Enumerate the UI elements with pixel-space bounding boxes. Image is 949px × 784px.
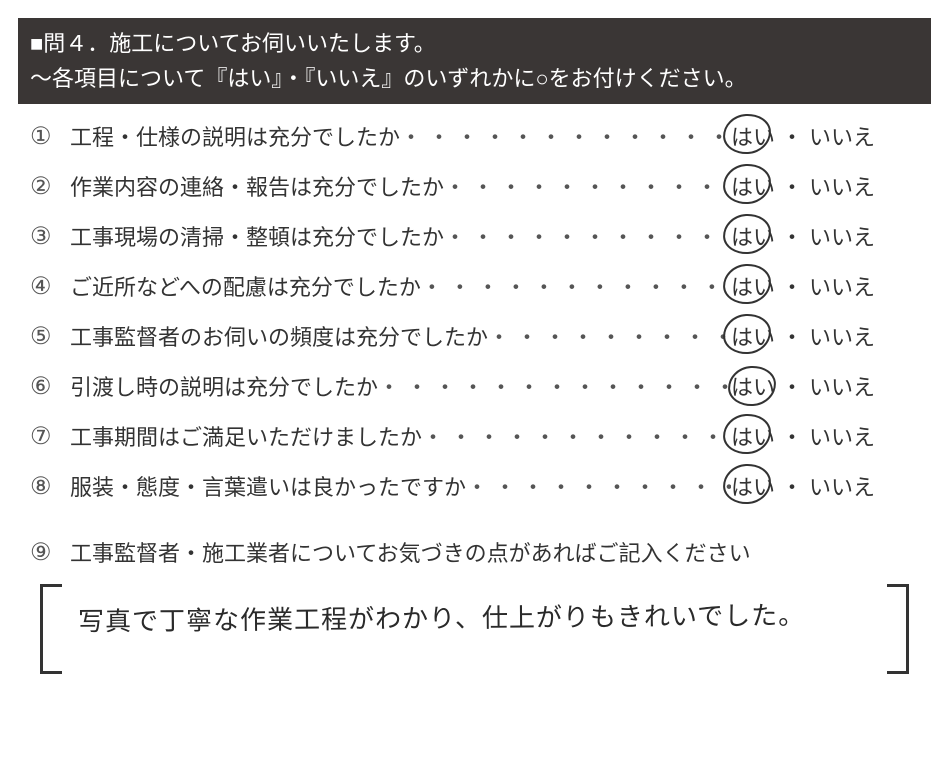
answer-options: はい・いいえ [731,470,931,502]
option-yes[interactable]: はい [731,170,775,202]
answer-options: はい・いいえ [731,170,931,202]
question-text: 工事現場の清掃・整頓は充分でしたか [70,220,444,252]
option-separator: ・ [781,420,803,452]
question-number: ⑤ [30,322,70,351]
question-number: ① [30,122,70,151]
option-no[interactable]: いいえ [809,120,875,152]
dot-leader: ・・・・・・・・・・・・・・・ [444,220,731,252]
option-separator: ・ [781,470,803,502]
question-row: ⑥引渡し時の説明は充分でしたか・・・・・・・・・・・・・・・はい・いいえ [30,370,931,402]
option-yes[interactable]: はい [731,320,775,352]
header-line-1: ■問４．施工についてお伺いいたします。 [30,26,919,61]
header-line-2: 〜各項目について『はい』・『いいえ』のいずれかに○をお付けください。 [30,61,919,96]
option-no[interactable]: いいえ [809,170,875,202]
bracket-right-icon [887,584,909,674]
question-row: ②作業内容の連絡・報告は充分でしたか・・・・・・・・・・・・・・・はい・いいえ [30,170,931,202]
question-number: ② [30,172,70,201]
option-yes[interactable]: はい [731,120,775,152]
question-text: 服装・態度・言葉遣いは良かったですか [70,470,466,502]
option-no[interactable]: いいえ [809,270,875,302]
question-text: 引渡し時の説明は充分でしたか [70,370,378,402]
dot-leader: ・・・・・・・・・・・・・・・ [421,270,731,302]
option-yes[interactable]: はい [731,370,775,402]
option-separator: ・ [781,170,803,202]
option-yes[interactable]: はい [731,420,775,452]
answer-options: はい・いいえ [731,370,931,402]
question-text-9: 工事監督者・施工業者についてお気づきの点があればご記入ください [70,536,751,568]
answer-options: はい・いいえ [731,320,931,352]
handwritten-response: 写真で丁寧な作業工程がわかり、仕上がりもきれいでした。 [70,589,879,651]
comment-section: ⑨ 工事監督者・施工業者についてお気づきの点があればご記入ください 写真で丁寧な… [0,520,949,674]
answer-options: はい・いいえ [731,420,931,452]
answer-options: はい・いいえ [731,120,931,152]
option-no[interactable]: いいえ [809,220,875,252]
option-separator: ・ [781,270,803,302]
question-row: ④ご近所などへの配慮は充分でしたか・・・・・・・・・・・・・・・はい・いいえ [30,270,931,302]
question-text: 作業内容の連絡・報告は充分でしたか [70,170,444,202]
question-9-row: ⑨ 工事監督者・施工業者についてお気づきの点があればご記入ください [40,536,909,568]
option-yes[interactable]: はい [731,470,775,502]
question-text: 工事期間はご満足いただけましたか [70,420,422,452]
question-row: ⑤工事監督者のお伺いの頻度は充分でしたか・・・・・・・・・・・・・・・はい・いい… [30,320,931,352]
question-row: ①工程・仕様の説明は充分でしたか・・・・・・・・・・・・・・・はい・いいえ [30,120,931,152]
bracket-left-icon [40,584,62,674]
option-no[interactable]: いいえ [809,470,875,502]
answer-options: はい・いいえ [731,270,931,302]
answer-options: はい・いいえ [731,220,931,252]
question-text: 工事監督者のお伺いの頻度は充分でしたか [70,320,488,352]
question-number: ⑦ [30,422,70,451]
question-number: ④ [30,272,70,301]
option-no[interactable]: いいえ [809,420,875,452]
option-separator: ・ [781,120,803,152]
option-separator: ・ [781,220,803,252]
question-number-9: ⑨ [30,538,70,567]
question-number: ③ [30,222,70,251]
comment-box: 写真で丁寧な作業工程がわかり、仕上がりもきれいでした。 [40,584,909,674]
question-row: ⑦工事期間はご満足いただけましたか・・・・・・・・・・・・・・・はい・いいえ [30,420,931,452]
option-no[interactable]: いいえ [809,370,875,402]
dot-leader: ・・・・・・・・・・・・・・・ [488,320,731,352]
dot-leader: ・・・・・・・・・・・・・・・ [400,120,731,152]
question-header: ■問４．施工についてお伺いいたします。 〜各項目について『はい』・『いいえ』のい… [18,18,931,104]
option-no[interactable]: いいえ [809,320,875,352]
question-number: ⑧ [30,472,70,501]
option-yes[interactable]: はい [731,220,775,252]
question-text: ご近所などへの配慮は充分でしたか [70,270,421,302]
question-text: 工程・仕様の説明は充分でしたか [70,120,400,152]
option-separator: ・ [781,370,803,402]
dot-leader: ・・・・・・・・・・・・・・・ [444,170,731,202]
question-number: ⑥ [30,372,70,401]
dot-leader: ・・・・・・・・・・・・・・・ [422,420,731,452]
dot-leader: ・・・・・・・・・・・・・・・ [466,470,731,502]
option-yes[interactable]: はい [731,270,775,302]
dot-leader: ・・・・・・・・・・・・・・・ [378,370,731,402]
question-row: ③工事現場の清掃・整頓は充分でしたか・・・・・・・・・・・・・・・はい・いいえ [30,220,931,252]
option-separator: ・ [781,320,803,352]
question-row: ⑧服装・態度・言葉遣いは良かったですか・・・・・・・・・・・・・・・はい・いいえ [30,470,931,502]
questions-list: ①工程・仕様の説明は充分でしたか・・・・・・・・・・・・・・・はい・いいえ②作業… [0,104,949,502]
